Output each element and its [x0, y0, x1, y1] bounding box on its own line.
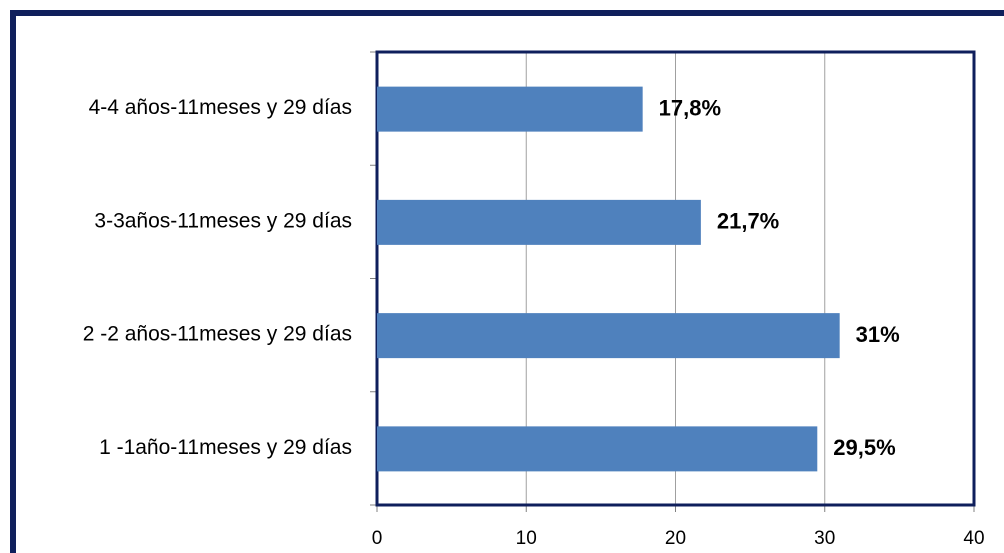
value-label: 29,5% [833, 435, 895, 460]
x-tick-label: 0 [372, 528, 383, 549]
y-tick-label: 4-4 años-11meses y 29 días [89, 96, 352, 119]
x-tick-label: 20 [665, 528, 686, 549]
plot-frame [375, 50, 976, 507]
outer-frame [10, 10, 1004, 553]
y-tick-label: 3-3años-11meses y 29 días [94, 209, 352, 232]
bar [377, 426, 818, 472]
y-tick-label: 2 -2 años-11meses y 29 días [83, 323, 352, 346]
x-tick-label: 10 [516, 528, 537, 549]
x-tick-label: 30 [814, 528, 835, 549]
value-label: 21,7% [717, 209, 779, 234]
bar [377, 199, 701, 245]
bar [377, 313, 840, 359]
y-tick-label: 1 -1año-11meses y 29 días [99, 436, 352, 459]
value-label: 17,8% [659, 95, 721, 120]
bar [377, 86, 643, 132]
x-tick-label: 40 [963, 528, 984, 549]
value-label: 31% [856, 322, 900, 347]
